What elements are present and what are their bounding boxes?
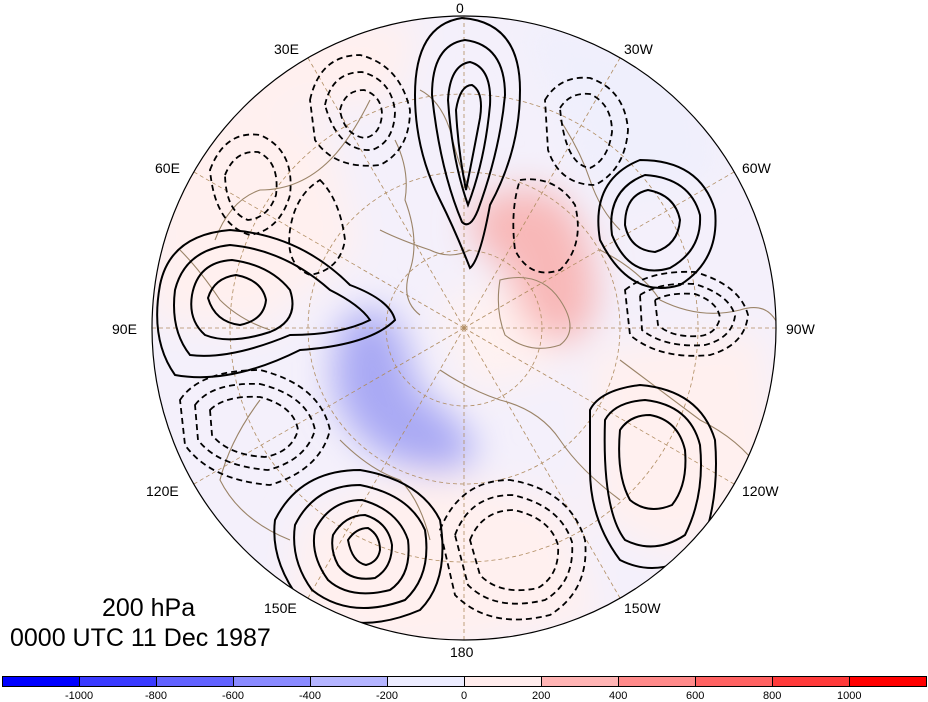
map-border [151,15,777,641]
strong-negative-region [333,310,475,472]
longitude-label-30w: 30W [624,41,653,57]
colorbar-box [849,676,927,687]
colorbar-tick-label: -600 [222,690,245,702]
longitude-label-90w: 90W [786,321,815,337]
colorbar-box [541,676,619,687]
longitude-label-90e: 90E [112,321,137,337]
colorbar-box [464,676,542,687]
strong-positive-region [470,188,596,344]
longitude-label-150w: 150W [624,600,661,616]
colorbar-box [233,676,311,687]
colorbar-box [695,676,773,687]
colorbar-box [79,676,157,687]
colorbar-tick-label: 400 [609,690,628,702]
pressure-level-title: 200 hPa [102,594,196,622]
graticule [152,16,776,640]
colorbar-tick-label: 200 [532,690,551,702]
positive-shading-region [290,470,600,640]
contours-negative [179,54,749,621]
colorbar-tick-label: -1000 [65,690,94,702]
colorbar-tick-label: 1000 [837,690,862,702]
colorbar-tick-label: 600 [686,690,705,702]
colorbar-box [310,676,388,687]
colorbar-box [772,676,850,687]
longitude-label-30e: 30E [274,41,299,57]
colorbar-box [156,676,234,687]
longitude-label-120e: 120E [146,483,179,499]
longitude-label-180: 180 [450,644,474,660]
longitude-label-60e: 60E [155,160,180,176]
colorbar-tick-label: 0 [461,690,468,702]
longitude-label-120w: 120W [742,483,779,499]
colorbar-tick-label: 800 [763,690,782,702]
colorbar-tick-label: -200 [376,690,399,702]
longitude-label-0: 0 [456,0,464,16]
longitude-label-150e: 150E [264,600,297,616]
colorbar-box [2,676,80,687]
datetime-title: 0000 UTC 11 Dec 1987 [10,624,271,652]
colorbar-box [618,676,696,687]
colorbar-tick-label: -800 [145,690,168,702]
colorbar-tick-label: -400 [299,690,322,702]
colorbar-box [387,676,465,687]
longitude-label-60w: 60W [742,160,771,176]
